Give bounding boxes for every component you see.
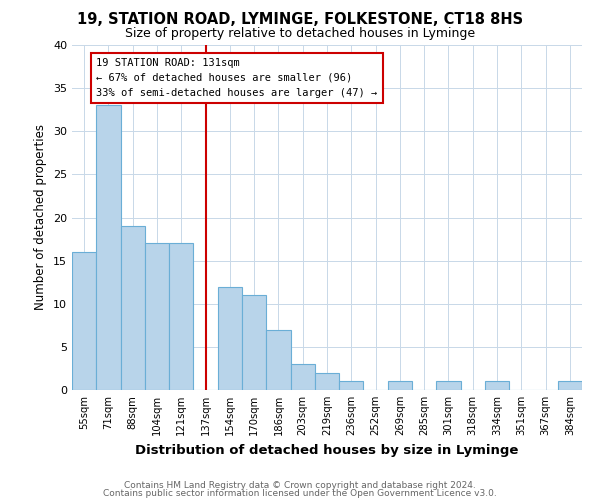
- Bar: [339, 382, 364, 390]
- Bar: [121, 226, 145, 390]
- Bar: [266, 330, 290, 390]
- Bar: [388, 382, 412, 390]
- Bar: [315, 373, 339, 390]
- X-axis label: Distribution of detached houses by size in Lyminge: Distribution of detached houses by size …: [136, 444, 518, 456]
- Text: 19, STATION ROAD, LYMINGE, FOLKESTONE, CT18 8HS: 19, STATION ROAD, LYMINGE, FOLKESTONE, C…: [77, 12, 523, 28]
- Bar: [169, 244, 193, 390]
- Bar: [242, 295, 266, 390]
- Text: Contains HM Land Registry data © Crown copyright and database right 2024.: Contains HM Land Registry data © Crown c…: [124, 481, 476, 490]
- Bar: [72, 252, 96, 390]
- Text: Size of property relative to detached houses in Lyminge: Size of property relative to detached ho…: [125, 28, 475, 40]
- Text: Contains public sector information licensed under the Open Government Licence v3: Contains public sector information licen…: [103, 488, 497, 498]
- Bar: [436, 382, 461, 390]
- Bar: [558, 382, 582, 390]
- Bar: [145, 244, 169, 390]
- Bar: [218, 286, 242, 390]
- Text: 19 STATION ROAD: 131sqm
← 67% of detached houses are smaller (96)
33% of semi-de: 19 STATION ROAD: 131sqm ← 67% of detache…: [96, 58, 377, 98]
- Bar: [290, 364, 315, 390]
- Y-axis label: Number of detached properties: Number of detached properties: [34, 124, 47, 310]
- Bar: [485, 382, 509, 390]
- Bar: [96, 106, 121, 390]
